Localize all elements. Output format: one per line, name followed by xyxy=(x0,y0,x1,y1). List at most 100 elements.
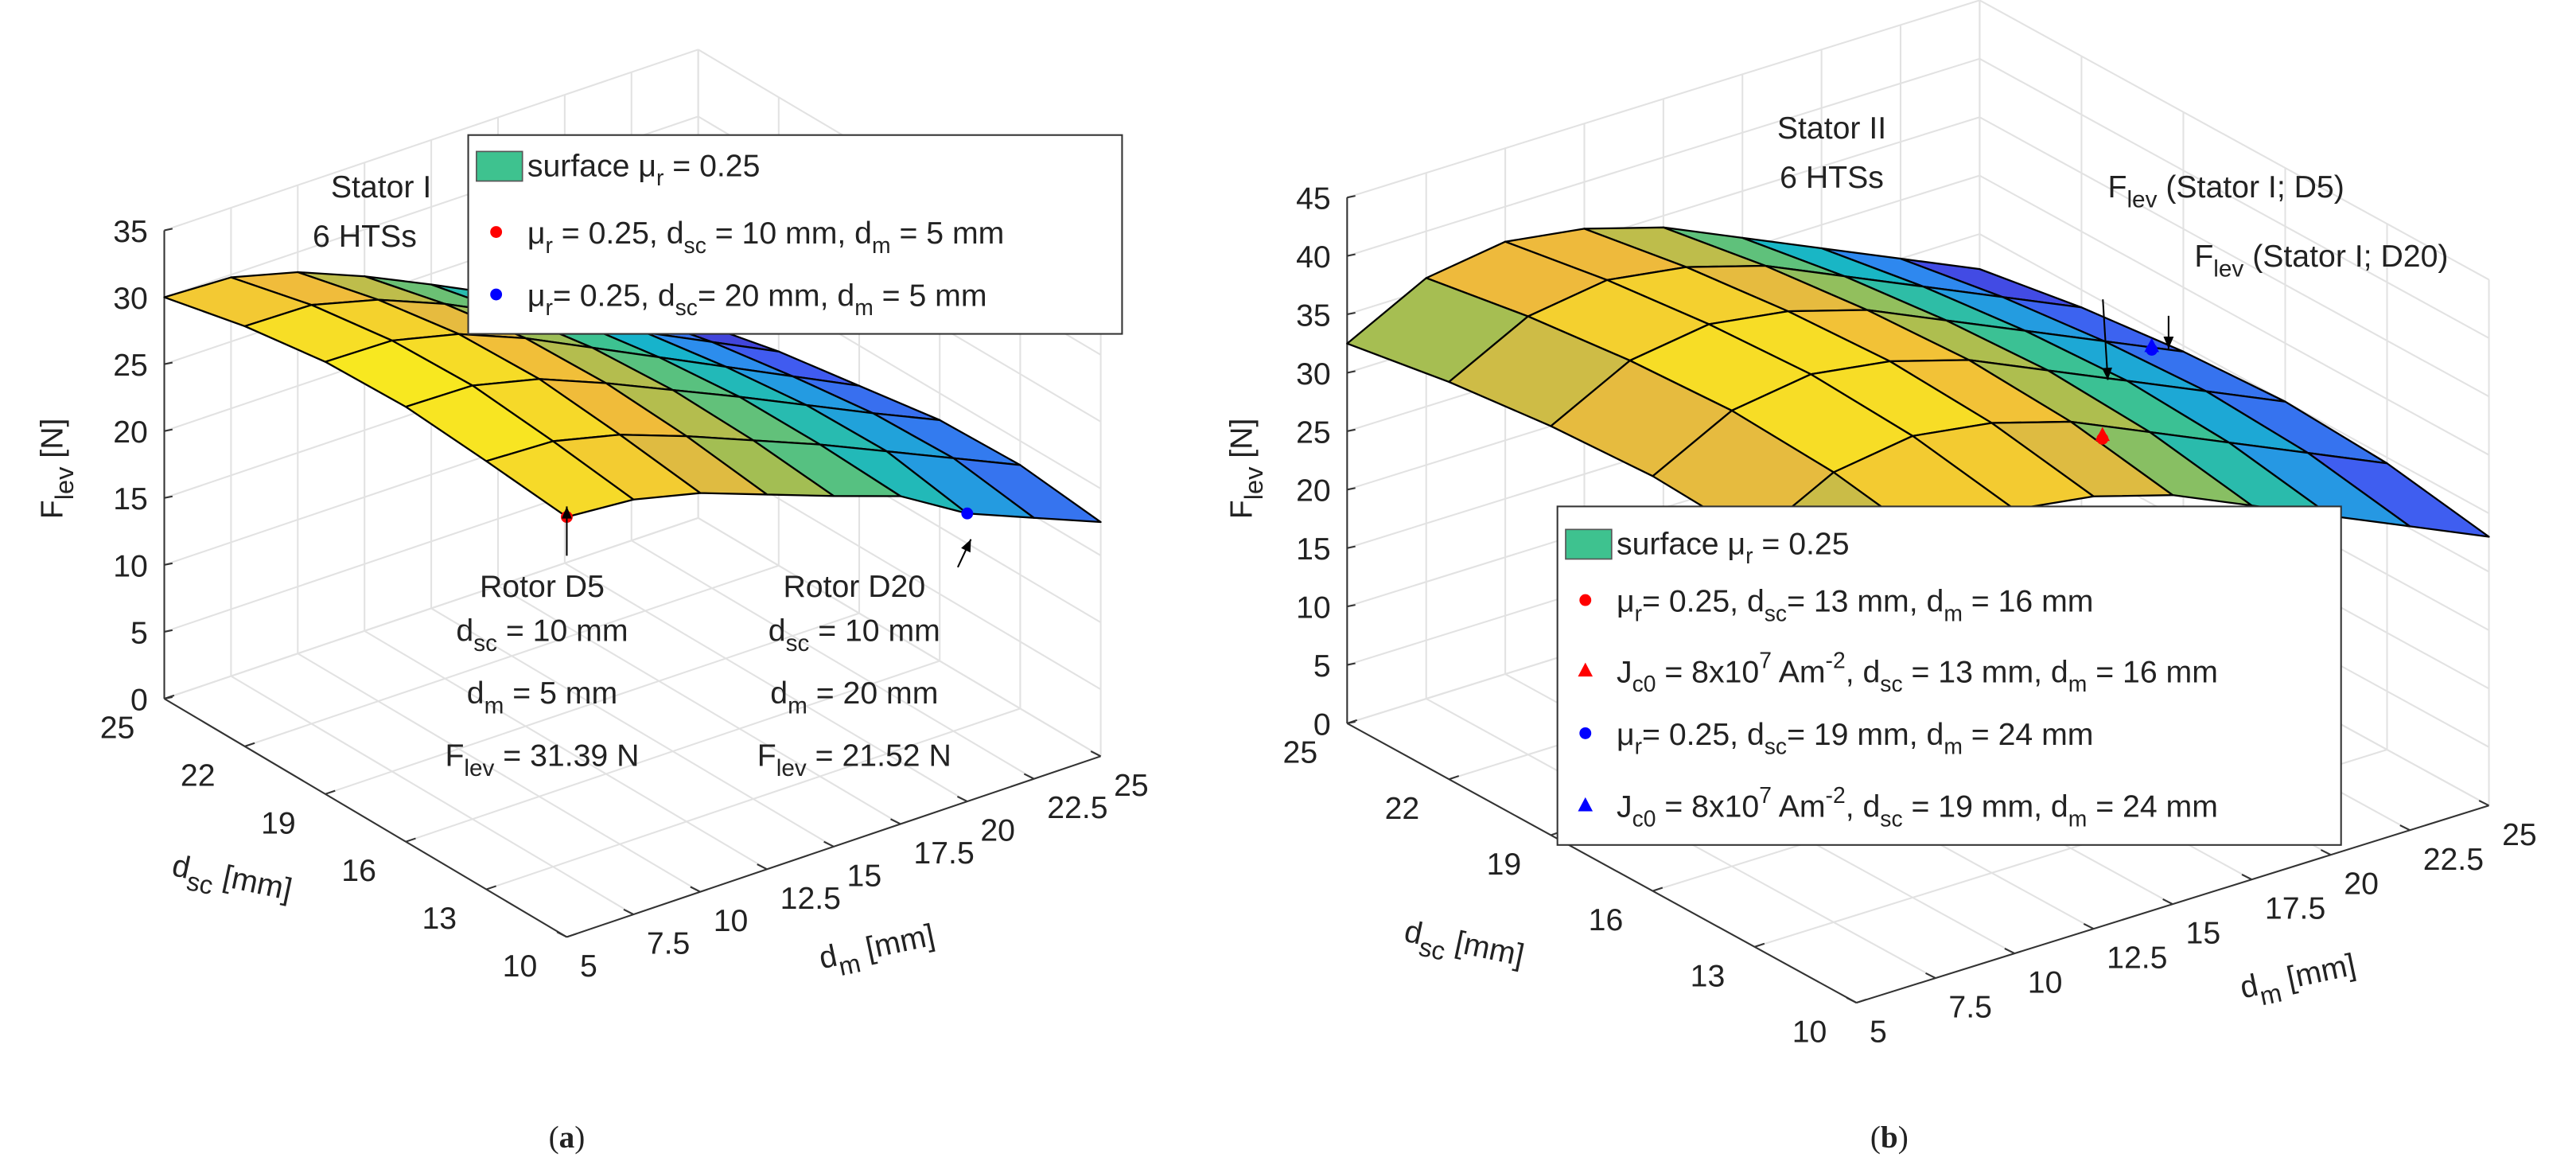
grid-line xyxy=(1979,233,2490,515)
tick-mark xyxy=(2241,874,2252,881)
grid-line xyxy=(497,585,901,825)
annotation: dm = 20 mm xyxy=(770,676,938,719)
tick-mark xyxy=(1846,996,1857,1003)
grid-line xyxy=(364,629,768,871)
tick-mark xyxy=(164,694,175,700)
arrow-head xyxy=(2102,367,2112,380)
tick-mark xyxy=(1652,886,1664,892)
tick-mark xyxy=(2478,800,2490,807)
marker xyxy=(1579,594,1592,606)
y-axis-label: dsc [mm] xyxy=(167,848,295,916)
grid-line xyxy=(1979,0,2490,281)
x-tick-label: 17.5 xyxy=(2265,891,2325,926)
grid-line xyxy=(244,564,780,747)
tick-mark xyxy=(1090,750,1102,758)
tick-mark xyxy=(890,818,901,825)
y-tick-label: 19 xyxy=(1487,847,1522,882)
y-tick-label: 13 xyxy=(422,901,457,936)
tick-mark xyxy=(1023,773,1035,780)
x-axis-label: dm [mm] xyxy=(816,918,940,985)
marker xyxy=(2144,337,2159,353)
marker xyxy=(1578,797,1593,812)
x-tick-label: 7.5 xyxy=(1948,990,1992,1025)
z-axis-label: Flev [N] xyxy=(1224,419,1269,520)
x-tick-label: 15 xyxy=(2186,916,2221,951)
arrow-head xyxy=(562,506,572,519)
x-tick-label: 25 xyxy=(2502,817,2537,852)
annotation: Rotor D5 xyxy=(480,569,605,604)
legend-swatch xyxy=(476,150,523,182)
tick-mark xyxy=(1925,972,1936,980)
z-tick-label: 45 xyxy=(1296,181,1331,216)
marker xyxy=(490,288,503,301)
tick-mark xyxy=(164,562,173,566)
y-axis xyxy=(1346,723,1858,1003)
grid-line xyxy=(698,516,1102,758)
annotation: dsc = 10 mm xyxy=(456,614,628,657)
x-tick-label: 12.5 xyxy=(2107,941,2167,976)
annotation: Flev (Stator I; D20) xyxy=(2194,239,2448,282)
tick-mark xyxy=(164,629,173,633)
tick-mark xyxy=(556,931,567,938)
panel-label: (a) xyxy=(549,1120,586,1155)
x-tick-label: 10 xyxy=(714,903,749,938)
x-tick-label: 20 xyxy=(980,813,1015,848)
z-tick-label: 0 xyxy=(130,682,148,717)
z-tick-label: 40 xyxy=(1296,240,1331,275)
legend-box xyxy=(467,134,1123,335)
z-tick-label: 15 xyxy=(113,481,148,516)
z-tick-label: 30 xyxy=(113,281,148,316)
tick-mark xyxy=(623,908,634,915)
arrow-line xyxy=(2102,299,2109,380)
tick-mark xyxy=(2162,898,2173,906)
legend-swatch xyxy=(1565,528,1613,560)
tick-mark xyxy=(1347,604,1356,608)
grid-line xyxy=(485,707,1021,890)
tick-mark xyxy=(325,789,336,795)
z-tick-label: 15 xyxy=(1296,532,1331,567)
tick-mark xyxy=(823,840,835,848)
legend-label: surface μr = 0.25 xyxy=(1617,526,1850,568)
x-tick-label: 5 xyxy=(1870,1015,1887,1050)
tick-mark xyxy=(405,837,416,843)
annotation: Flev (Stator I; D5) xyxy=(2107,170,2344,212)
z-tick-label: 35 xyxy=(113,214,148,249)
y-tick-label: 16 xyxy=(1589,902,1624,937)
tick-mark xyxy=(2083,923,2095,930)
tick-mark xyxy=(1347,370,1356,374)
arrow-head xyxy=(961,539,971,553)
marker xyxy=(961,507,974,520)
y-tick-label: 25 xyxy=(100,711,135,746)
grid-line xyxy=(564,562,968,802)
panel: 0510152025303510131619222557.51012.51517… xyxy=(34,49,1149,1155)
x-tick-label: 20 xyxy=(2344,867,2379,902)
z-tick-label: 25 xyxy=(1296,415,1331,450)
annotation: Flev = 21.52 N xyxy=(757,738,951,781)
legend-label: Jc0 = 8x107 Am-2, dsc = 13 mm, dm = 16 m… xyxy=(1617,648,2218,696)
tick-mark xyxy=(1347,545,1356,549)
tick-mark xyxy=(956,795,968,803)
y-tick-label: 19 xyxy=(261,805,296,840)
tick-mark xyxy=(757,863,768,871)
legend-label: Jc0 = 8x107 Am-2, dsc = 19 mm, dm = 24 m… xyxy=(1617,782,2218,831)
arrow-head xyxy=(2163,336,2174,349)
tick-mark xyxy=(1856,998,1867,1004)
z-tick-label: 20 xyxy=(1296,473,1331,509)
z-tick-label: 35 xyxy=(1296,298,1331,333)
y-tick-label: 10 xyxy=(503,949,538,984)
legend-label: surface μr = 0.25 xyxy=(527,148,761,190)
y-tick-label: 13 xyxy=(1691,958,1726,993)
annotation: dsc = 10 mm xyxy=(769,614,940,657)
tick-mark xyxy=(1347,487,1356,491)
tick-mark xyxy=(1347,662,1356,666)
grid-line xyxy=(1979,57,2490,339)
legend-box xyxy=(1556,505,2342,846)
z-tick-label: 10 xyxy=(113,548,148,583)
marker xyxy=(490,226,503,238)
z-tick-label: 10 xyxy=(1296,590,1331,625)
z-tick-label: 5 xyxy=(1313,649,1331,684)
grid-line xyxy=(430,607,835,848)
tick-mark xyxy=(164,228,173,232)
